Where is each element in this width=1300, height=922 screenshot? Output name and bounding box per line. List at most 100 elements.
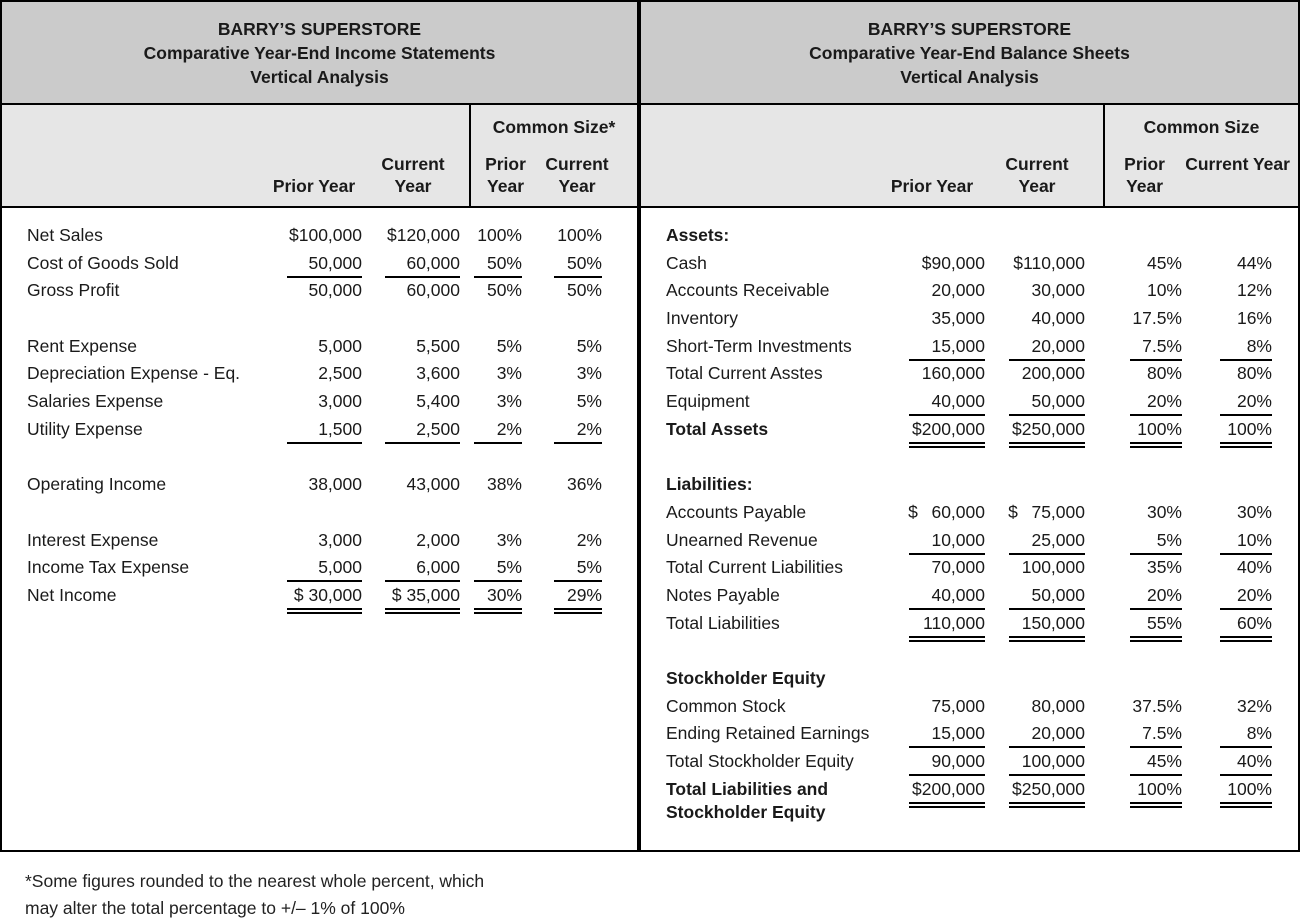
amount-value: 30,000 (1031, 280, 1085, 301)
table-row: Liabilities: (641, 473, 1298, 501)
percent-value: 17.5% (1132, 308, 1182, 329)
amount-value: 60,000 (385, 252, 460, 278)
table-row: Cost of Goods Sold 50,000 60,000 50% 50% (2, 252, 637, 280)
percent-value: 55% (1130, 612, 1182, 642)
row-label: Total Stockholder Equity (666, 751, 854, 772)
table-row: Accounts Payable $ 60,000 $ 75,000 30% 30% (641, 501, 1298, 529)
spacer-row (641, 446, 1298, 474)
value-cell: 50,000 (985, 584, 1085, 610)
value-cell: 200,000 (985, 362, 1085, 386)
percent-value: 29% (554, 584, 602, 614)
percent-value: 5% (1130, 529, 1182, 555)
percent-value: 2% (554, 418, 602, 444)
value-cell: 50% (522, 279, 602, 303)
value-cell: 36% (522, 473, 602, 497)
amount-value: $200,000 (909, 778, 985, 808)
value-cell: 5% (522, 556, 602, 583)
value-cell: 45% (1085, 252, 1182, 276)
value-cell: $ 30,000 (269, 584, 369, 614)
amount-value: 90,000 (909, 750, 985, 777)
analysis-type: Vertical Analysis (900, 66, 1039, 87)
row-label: Net Income (27, 584, 117, 605)
value-cell: 3,000 (269, 390, 369, 414)
value-cell: 5% (522, 390, 602, 414)
value-cell: 60,000 (369, 252, 467, 278)
percent-value: 35% (1146, 557, 1182, 578)
value-cell: 110,000 (875, 612, 985, 642)
amount-value: 15,000 (909, 722, 985, 749)
percent-value: 8% (1220, 335, 1272, 361)
statement-name: Comparative Year-End Income Statements (143, 42, 496, 63)
amount-value: 43,000 (406, 474, 460, 495)
percent-value: 80% (1146, 363, 1182, 384)
value-cell: 3% (467, 362, 522, 386)
amount-value: $100,000 (289, 225, 362, 245)
value-cell: $250,000 (985, 778, 1085, 808)
value-cell: 10% (1085, 279, 1182, 303)
percent-value: 20% (1220, 584, 1272, 610)
value-cell: 75,000 (875, 695, 985, 719)
table-row: Interest Expense 3,000 2,000 3% 2% (2, 529, 637, 557)
value-cell: 2,500 (269, 362, 369, 386)
percent-value: 80% (1236, 363, 1272, 384)
table-row: Notes Payable 40,000 50,000 20% 20% (641, 584, 1298, 612)
row-label: Ending Retained Earnings (666, 723, 870, 744)
row-label: Gross Profit (27, 280, 120, 301)
value-cell: 7.5% (1085, 335, 1182, 361)
income-statement-body: Net Sales $100,000 $120,000 100% 100% Cost of… (2, 208, 637, 614)
prior-year-header: Prior Year (272, 176, 356, 196)
percent-value: 16% (1236, 308, 1272, 329)
value-cell: 100% (1182, 418, 1272, 448)
value-cell: 37.5% (1085, 695, 1182, 719)
value-cell: 5% (1085, 529, 1182, 555)
value-cell: 15,000 (875, 722, 985, 749)
value-cell: 3,600 (369, 362, 467, 386)
value-cell: 3% (467, 390, 522, 414)
amount-value: 5,000 (318, 335, 362, 356)
value-cell: 10% (1182, 529, 1272, 555)
row-label: Common Stock (666, 695, 786, 716)
value-cell: 5,000 (269, 335, 369, 359)
value-cell: 3,000 (269, 529, 369, 553)
common-size-prior-year-header: Prior Year (1124, 154, 1165, 196)
value-cell: 3% (522, 362, 602, 386)
table-row: Cash $90,000 $110,000 45% 44% (641, 252, 1298, 280)
value-cell: $ 35,000 (369, 584, 467, 614)
spacer-row (2, 307, 637, 335)
common-size-header-group: Common Size* Prior Year Current Year (469, 105, 637, 206)
value-cell: $100,000 (269, 224, 369, 248)
spacer-row (641, 639, 1298, 667)
amount-value: 38,000 (308, 474, 362, 495)
table-row: Total Current Liabilities 70,000 100,000 35… (641, 556, 1298, 584)
value-cell: 17.5% (1085, 307, 1182, 331)
value-cell: $200,000 (875, 418, 985, 448)
amount-value: 15,000 (909, 335, 985, 361)
amount-value: $ 30,000 (287, 584, 362, 614)
percent-value: 40% (1236, 557, 1272, 578)
amount-value: 70,000 (931, 557, 985, 578)
balance-sheet-table: BARRY’S SUPERSTORE Comparative Year-End … (641, 2, 1298, 850)
value-cell: 30,000 (985, 279, 1085, 303)
value-cell: 30% (467, 584, 522, 614)
percent-value: 20% (1130, 390, 1182, 417)
percent-value: 50% (486, 280, 522, 301)
value-cell: 43,000 (369, 473, 467, 497)
value-cell: 38% (467, 473, 522, 497)
footnote: *Some figures rounded to the nearest who… (0, 852, 1300, 922)
row-label: Total Liabilities (666, 612, 780, 633)
table-row: Total Current Asstes 160,000 200,000 80% 80% (641, 362, 1298, 390)
percent-value: 20% (1220, 390, 1272, 417)
table-row: Accounts Receivable 20,000 30,000 10% 12% (641, 279, 1298, 307)
value-cell: 100% (1085, 418, 1182, 448)
amount-value: 50,000 (287, 252, 362, 278)
amount-value: 5,500 (416, 335, 460, 356)
value-cell: 50% (467, 279, 522, 303)
amount-value: 200,000 (1021, 363, 1085, 384)
value-cell: 29% (522, 584, 602, 614)
value-cell: 20% (1085, 584, 1182, 610)
row-label: Operating Income (27, 474, 167, 495)
row-label: Rent Expense (27, 335, 137, 356)
value-cell: 20,000 (875, 279, 985, 303)
table-row: Income Tax Expense 5,000 6,000 5% 5% (2, 556, 637, 584)
table-row: Total Liabilities and Stockholder Equity… (641, 778, 1298, 836)
